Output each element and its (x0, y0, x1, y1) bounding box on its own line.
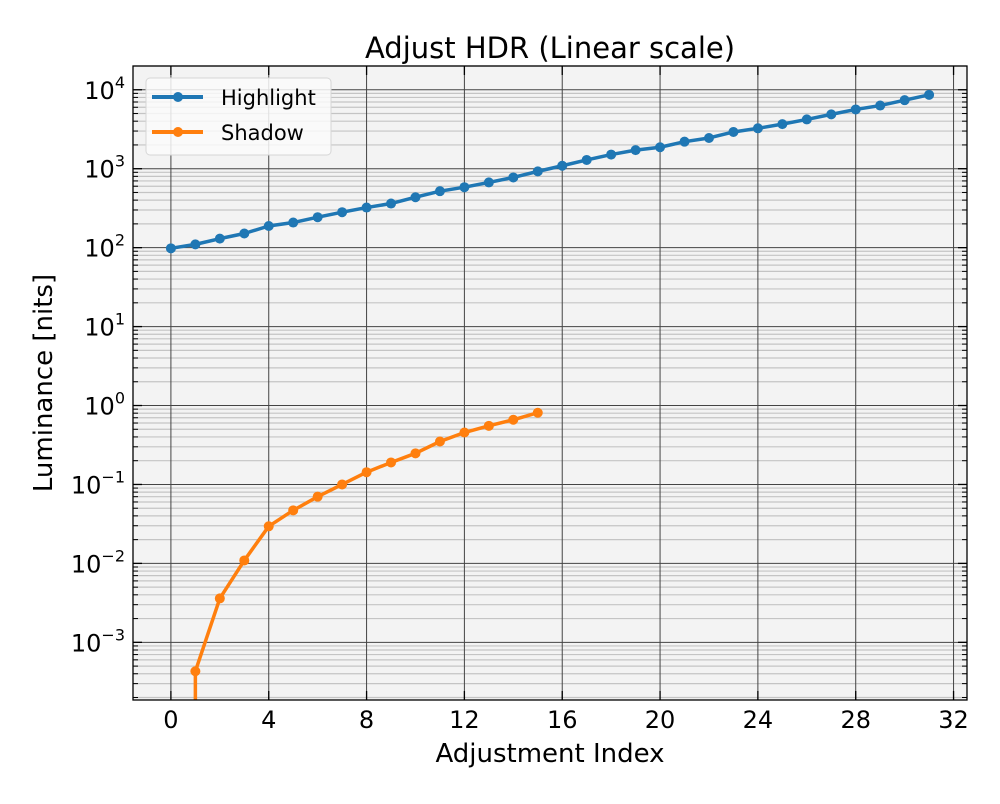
data-point-highlight (165, 243, 176, 254)
chart-title: Adjust HDR (Linear scale) (365, 31, 735, 65)
x-tick-label: 4 (261, 706, 276, 734)
series-line-shadow (193, 411, 539, 700)
plot-frame (132, 65, 968, 701)
x-tick-label: 8 (359, 706, 374, 734)
data-point-highlight (826, 109, 837, 120)
data-point-highlight (728, 126, 739, 137)
legend-label-shadow: Shadow (221, 121, 304, 145)
x-tick-labels: 0 4 8 12 16 20 24 28 32 (163, 706, 969, 734)
data-point-shadow (337, 479, 348, 490)
x-tick-label: 28 (840, 706, 871, 734)
y-axis-label: Luminance [nits] (29, 274, 59, 492)
data-point-highlight (483, 177, 494, 188)
legend-entry-highlight: Highlight (152, 86, 316, 110)
series-highlight (165, 89, 935, 254)
y-tick-label: 101 (84, 310, 125, 342)
data-point-shadow (312, 491, 323, 502)
data-point-highlight (508, 172, 519, 183)
data-point-highlight (410, 192, 421, 203)
series-shadow (190, 407, 543, 700)
data-point-shadow (483, 420, 494, 431)
y-tick-label: 103 (84, 152, 125, 184)
data-point-highlight (263, 220, 274, 231)
legend-marker-highlight (173, 92, 183, 102)
data-point-highlight (190, 239, 201, 250)
data-point-highlight (752, 123, 763, 134)
series-layer (165, 89, 935, 700)
x-tick-label: 24 (743, 706, 774, 734)
y-tick-label: 10−1 (71, 467, 125, 499)
data-point-highlight (288, 217, 299, 228)
legend: Highlight Shadow (145, 77, 332, 156)
data-point-shadow (263, 521, 274, 532)
y-tick-label: 10−2 (71, 546, 125, 578)
data-point-highlight (801, 114, 812, 125)
y-tick-label: 104 (84, 73, 125, 105)
data-point-highlight (679, 136, 690, 147)
y-tick-label: 100 (84, 389, 125, 421)
x-tick-label: 20 (645, 706, 676, 734)
data-point-highlight (777, 119, 788, 130)
x-tick-label: 12 (449, 706, 480, 734)
x-tick-label: 0 (163, 706, 178, 734)
y-tick-label: 10−3 (71, 625, 125, 657)
data-point-highlight (581, 154, 592, 165)
data-point-highlight (386, 198, 397, 209)
data-point-shadow (459, 427, 470, 438)
data-point-highlight (850, 104, 861, 115)
data-point-highlight (239, 228, 250, 239)
data-point-shadow (214, 593, 225, 604)
data-point-highlight (924, 89, 935, 100)
data-point-shadow (190, 666, 201, 677)
data-point-shadow (508, 414, 519, 425)
data-point-highlight (214, 233, 225, 244)
data-point-highlight (655, 142, 666, 153)
data-point-highlight (557, 160, 568, 171)
data-point-shadow (239, 555, 250, 566)
data-point-shadow (288, 505, 299, 516)
data-point-highlight (899, 95, 910, 106)
data-point-highlight (459, 182, 470, 193)
legend-entry-shadow: Shadow (152, 121, 304, 145)
data-point-shadow (410, 448, 421, 459)
data-point-highlight (312, 212, 323, 223)
data-point-highlight (361, 202, 372, 213)
legend-label-highlight: Highlight (221, 86, 316, 110)
x-axis-label: Adjustment Index (435, 739, 664, 769)
tick-marks (133, 65, 967, 700)
x-tick-label: 16 (547, 706, 578, 734)
y-tick-label: 102 (84, 231, 125, 263)
data-point-shadow (532, 407, 543, 418)
data-point-highlight (703, 132, 714, 143)
data-point-highlight (875, 100, 886, 111)
data-point-highlight (434, 186, 445, 197)
x-tick-label: 32 (938, 706, 969, 734)
data-point-shadow (361, 467, 372, 478)
legend-marker-shadow (173, 127, 183, 137)
data-point-shadow (434, 436, 445, 447)
data-point-highlight (532, 166, 543, 177)
data-point-shadow (386, 457, 397, 468)
data-point-highlight (337, 207, 348, 218)
data-point-highlight (606, 149, 617, 160)
data-point-highlight (630, 145, 641, 156)
y-tick-labels: 10−3 10−2 10−1 100 101 102 103 104 (71, 73, 125, 658)
